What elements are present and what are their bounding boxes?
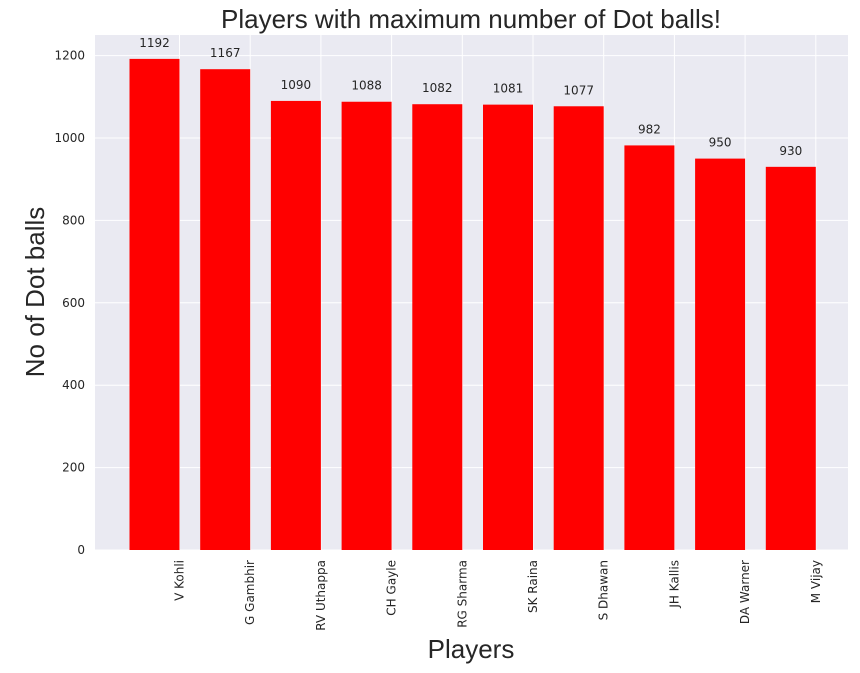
bar-rv-uthappa xyxy=(270,100,321,551)
bar-value-label: 1090 xyxy=(281,78,312,92)
bar-s-dhawan xyxy=(553,106,604,550)
bar-da-warner xyxy=(695,158,746,550)
bar-value-label: 1081 xyxy=(493,82,524,96)
bar-jh-kallis xyxy=(624,145,675,550)
y-tick-label: 1000 xyxy=(54,131,85,145)
x-tick-label: V Kohli xyxy=(173,560,187,601)
bar-value-label: 982 xyxy=(638,122,661,136)
bars xyxy=(129,58,816,551)
x-tick-label: RG Sharma xyxy=(455,560,469,628)
bar-rg-sharma xyxy=(412,104,463,550)
y-tick-label: 0 xyxy=(77,543,85,557)
y-tick-label: 800 xyxy=(62,213,85,227)
bar-value-label: 1192 xyxy=(139,36,170,50)
x-tick-label: G Gambhir xyxy=(243,560,257,625)
bar-value-label: 1082 xyxy=(422,81,453,95)
bar-value-label: 1088 xyxy=(351,79,382,93)
bar-g-gambhir xyxy=(200,69,251,551)
y-tick-label: 1200 xyxy=(54,49,85,63)
y-tick-label: 200 xyxy=(62,461,85,475)
x-axis-label: Players xyxy=(428,634,515,664)
x-tick-label: M Vijay xyxy=(809,560,823,603)
x-tick-label: RV Uthappa xyxy=(314,560,328,631)
bar-value-label: 950 xyxy=(709,136,732,150)
y-axis-ticks: 0 200 400 600 800 1000 1200 xyxy=(54,49,85,557)
data-labels: 1192 1167 1090 1088 1082 1081 1077 982 950 930 xyxy=(139,36,802,158)
bar-m-vijay xyxy=(765,166,816,550)
bar-ch-gayle xyxy=(341,101,392,550)
y-tick-label: 600 xyxy=(62,296,85,310)
y-tick-label: 400 xyxy=(62,378,85,392)
y-axis-label: No of Dot balls xyxy=(20,207,50,378)
x-axis-ticks: V Kohli G Gambhir RV Uthappa CH Gayle RG Sha… xyxy=(173,560,823,631)
x-tick-label: JH Kallis xyxy=(667,560,681,609)
x-tick-label: DA Warner xyxy=(738,560,752,624)
x-tick-label: CH Gayle xyxy=(385,560,399,616)
bar-sk-raina xyxy=(483,104,533,551)
bar-v-kohli xyxy=(129,58,180,551)
bar-value-label: 930 xyxy=(779,144,802,158)
bar-value-label: 1077 xyxy=(563,83,594,97)
chart-title: Players with maximum number of Dot balls… xyxy=(221,4,721,34)
x-tick-label: S Dhawan xyxy=(597,560,611,620)
bar-value-label: 1167 xyxy=(210,46,241,60)
x-tick-label: SK Raina xyxy=(526,560,540,613)
